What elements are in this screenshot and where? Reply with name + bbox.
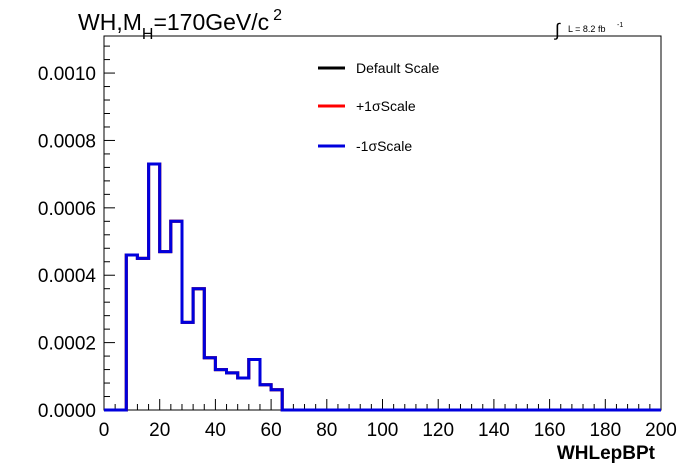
title-rest: =170GeV/c xyxy=(153,9,269,35)
svg-text:WH,MH=170GeV/c2: WH,MH=170GeV/c 2 xyxy=(78,7,282,43)
x-tick-label: 80 xyxy=(316,420,337,441)
x-tick-label: 40 xyxy=(205,420,226,441)
y-tick-label: 0.0010 xyxy=(38,64,96,85)
x-tick-label: 60 xyxy=(261,420,282,441)
series-line xyxy=(104,162,661,412)
title-main: WH,M xyxy=(78,9,142,35)
integral-sign: ∫ xyxy=(553,20,561,40)
y-tick-label: 0.0006 xyxy=(38,199,96,220)
x-axis: 0 20 40 60 80 100 120 140 160 180 200 xyxy=(99,399,677,441)
x-tick-label: 180 xyxy=(589,420,621,441)
series-line xyxy=(104,162,661,412)
luminosity-superscript: -1 xyxy=(617,22,623,29)
y-axis: 0.0000 0.0002 0.0004 0.0006 0.0008 0.0010 xyxy=(38,45,115,422)
x-tick-label: 0 xyxy=(99,420,110,441)
y-tick-label: 0.0000 xyxy=(38,401,96,422)
x-tick-label: 20 xyxy=(149,420,170,441)
legend-label: -1σScale xyxy=(356,138,412,154)
x-axis-label: WHLepBPt xyxy=(557,443,656,464)
title-superscript: 2 xyxy=(273,7,282,24)
chart-title: WH,MH=170GeV/c 2 xyxy=(78,7,282,43)
series-layer xyxy=(104,162,661,412)
x-tick-label: 120 xyxy=(422,420,454,441)
luminosity-text: L = 8.2 fb xyxy=(568,24,605,34)
x-tick-label: 160 xyxy=(534,420,566,441)
luminosity-label: ∫ L = 8.2 fb -1 xyxy=(553,20,623,40)
series-line xyxy=(104,162,661,412)
y-tick-label: 0.0004 xyxy=(38,266,97,287)
y-tick-label: 0.0008 xyxy=(38,131,96,152)
plot-frame xyxy=(103,35,662,411)
x-tick-label: 200 xyxy=(645,420,677,441)
x-tick-label: 140 xyxy=(478,420,510,441)
legend-label: Default Scale xyxy=(356,60,439,76)
legend-label: +1σScale xyxy=(356,98,416,114)
x-tick-label: 100 xyxy=(367,420,399,441)
title-subscript: H xyxy=(142,26,154,43)
y-tick-label: 0.0002 xyxy=(38,334,96,355)
legend: Default Scale +1σScale -1σScale xyxy=(318,60,439,154)
